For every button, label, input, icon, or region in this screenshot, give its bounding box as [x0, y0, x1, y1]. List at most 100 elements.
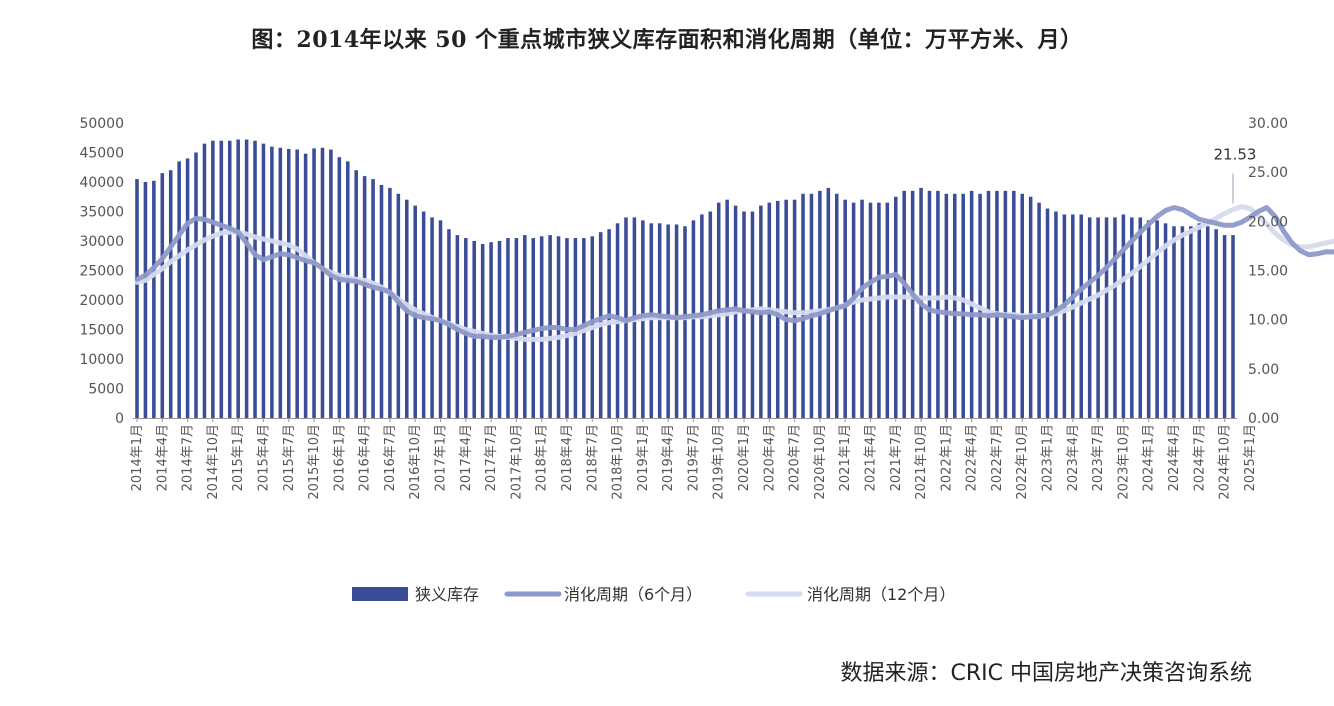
- bar: [894, 196, 898, 418]
- bar: [219, 140, 224, 418]
- bar: [1079, 214, 1084, 418]
- x-tick-label: 2021年4月: [863, 424, 878, 491]
- bar: [202, 143, 207, 418]
- bar: [1205, 226, 1210, 418]
- bar: [910, 190, 915, 418]
- bar: [1087, 217, 1092, 418]
- y-right-tick-label: 15.00: [1248, 264, 1288, 280]
- x-tick-label: 2018年7月: [585, 424, 600, 491]
- bar: [1020, 193, 1024, 418]
- bar: [750, 211, 755, 418]
- y-left-tick-label: 15000: [79, 323, 124, 339]
- bar: [1130, 217, 1134, 418]
- bar: [253, 140, 257, 418]
- bar: [320, 147, 325, 418]
- bar: [286, 148, 291, 418]
- bar: [868, 202, 873, 418]
- bar: [211, 140, 215, 418]
- y-left-tick-label: 45000: [79, 146, 124, 162]
- bar: [1121, 214, 1126, 418]
- x-tick-label: 2016年4月: [358, 424, 373, 491]
- chart: 0 5000 10000 15000 20000 25000 30000 35000 40000…: [79, 116, 1334, 604]
- bar: [1222, 235, 1227, 418]
- x-tick-label: 2023年4月: [1066, 424, 1081, 491]
- bar: [177, 161, 181, 418]
- x-tick-label: 2017年1月: [434, 424, 449, 491]
- bar: [683, 226, 687, 418]
- axes: [133, 418, 1251, 422]
- bar: [1189, 226, 1193, 418]
- x-tick-label: 2014年7月: [181, 424, 196, 491]
- bar: [185, 158, 190, 418]
- bar: [168, 170, 173, 418]
- x-tick-label: 2017年7月: [484, 424, 499, 491]
- x-tick-label: 2020年10月: [813, 424, 828, 500]
- bar: [784, 199, 788, 418]
- bar: [388, 187, 392, 418]
- x-tick-label: 2022年10月: [1015, 424, 1030, 500]
- x-tick-label: 2022年7月: [990, 424, 1005, 491]
- bar: [843, 199, 847, 418]
- bar: [995, 190, 999, 418]
- x-tick-label: 2024年4月: [1167, 424, 1182, 491]
- x-tick-label: 2016年1月: [332, 424, 347, 491]
- bar: [270, 146, 274, 418]
- x-tick-label: 2015年10月: [307, 424, 322, 500]
- x-tick-label: 2016年10月: [408, 424, 423, 500]
- bar: [1113, 217, 1117, 418]
- source-note: 数据来源：CRIC 中国房地产决策咨询系统: [840, 661, 1253, 686]
- x-tick-label: 2018年10月: [611, 424, 626, 500]
- x-tick-label: 2015年1月: [231, 424, 246, 491]
- bar: [1037, 202, 1041, 418]
- y-left-tick-label: 25000: [79, 264, 124, 280]
- x-tick-label: 2018年4月: [560, 424, 575, 491]
- bar: [826, 187, 831, 418]
- x-tick-label: 2024年7月: [1192, 424, 1207, 491]
- x-tick-label: 2024年10月: [1218, 424, 1233, 500]
- bar: [1012, 190, 1016, 418]
- x-tick-label: 2022年4月: [965, 424, 980, 491]
- x-tick-label: 2023年1月: [1041, 424, 1056, 491]
- bar: [1146, 220, 1151, 418]
- x-tick-label: 2017年10月: [509, 424, 524, 500]
- bar: [1104, 217, 1109, 418]
- x-tick-label: 2020年7月: [788, 424, 803, 491]
- bar: [1214, 229, 1218, 418]
- y-left-tick-label: 5000: [88, 382, 124, 398]
- y-right-tick-label: 30.00: [1248, 116, 1288, 132]
- bar: [295, 149, 299, 419]
- bar: [877, 202, 881, 418]
- x-tick-label: 2018年1月: [535, 424, 550, 491]
- bar: [497, 241, 502, 418]
- y-right-tick-label: 10.00: [1248, 313, 1288, 329]
- bar: [227, 140, 232, 418]
- chart-title: 图：2014年以来 50 个重点城市狭义库存面积和消化周期（单位：万平方米、月）: [251, 27, 1083, 53]
- bar: [152, 180, 156, 418]
- bar: [953, 193, 957, 418]
- bar: [371, 179, 375, 418]
- x-tick-label: 2024年1月: [1142, 424, 1157, 491]
- y-left-tick-label: 10000: [79, 352, 124, 368]
- bar: [666, 224, 670, 418]
- x-tick-label: 2019年10月: [712, 424, 727, 500]
- bar: [1028, 196, 1033, 418]
- bar: [1096, 217, 1100, 418]
- bar: [1062, 214, 1067, 418]
- x-tick-label: 2019年1月: [636, 424, 651, 491]
- bar: [801, 193, 805, 418]
- x-tick-label: 2019年4月: [661, 424, 676, 491]
- y-left-tick-label: 35000: [79, 205, 124, 221]
- bar: [396, 193, 401, 418]
- bar: [986, 190, 991, 418]
- x-tick-label: 2022年1月: [939, 424, 954, 491]
- line-series: [134, 204, 1334, 342]
- x-tick-label: 2014年1月: [130, 424, 145, 491]
- bar: [624, 217, 628, 418]
- legend-label: 消化周期（6个月）: [564, 585, 702, 604]
- x-tick-label: 2025年1月: [1243, 424, 1258, 491]
- bar: [337, 157, 342, 418]
- bar: [809, 193, 814, 418]
- bar: [649, 223, 654, 418]
- bar: [1197, 223, 1202, 418]
- bar: [346, 161, 350, 418]
